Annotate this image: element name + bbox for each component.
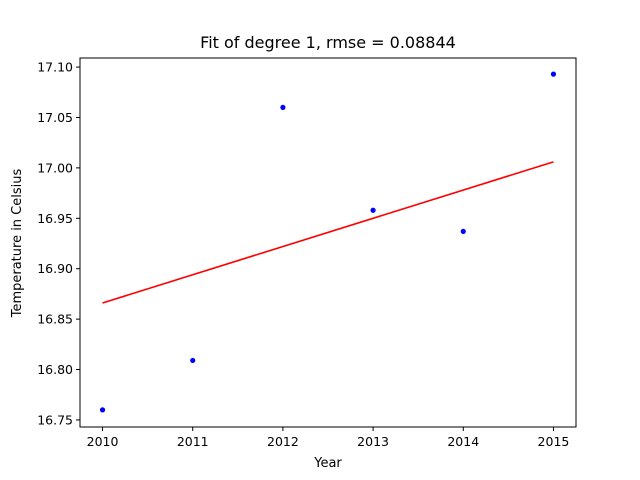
x-tick-label: 2014: [447, 434, 479, 449]
chart-title: Fit of degree 1, rmse = 0.08844: [200, 33, 456, 52]
x-tick-label: 2013: [357, 434, 389, 449]
x-axis-label: Year: [313, 456, 342, 471]
y-tick-label: 16.90: [37, 261, 73, 276]
y-tick-label: 16.80: [37, 362, 73, 377]
y-axis-label: Temperature in Celsius: [10, 169, 25, 319]
y-tick-label: 16.85: [37, 312, 73, 327]
data-point: [460, 228, 466, 235]
data-point: [370, 207, 376, 213]
plot-area: 2010 2011 2012 2013 2014 2015 16.75 16.80 16.85 1…: [37, 60, 569, 449]
data-point: [190, 357, 196, 364]
data-point: [280, 104, 286, 111]
y-tick-label: 17.00: [37, 160, 73, 175]
x-tick-label: 2012: [267, 434, 299, 449]
data-point: [550, 71, 557, 77]
y-tick-label: 17.10: [37, 60, 73, 75]
y-tick-label: 17.05: [37, 110, 73, 125]
x-tick-label: 2011: [177, 434, 209, 449]
data-point: [99, 407, 106, 413]
x-tick-label: 2010: [87, 434, 119, 449]
y-tick-label: 16.95: [37, 211, 73, 226]
x-tick-label: 2015: [538, 434, 570, 449]
axes-frame: [79, 57, 577, 428]
y-tick-label: 16.75: [37, 412, 73, 427]
fit-line: [102, 161, 554, 304]
